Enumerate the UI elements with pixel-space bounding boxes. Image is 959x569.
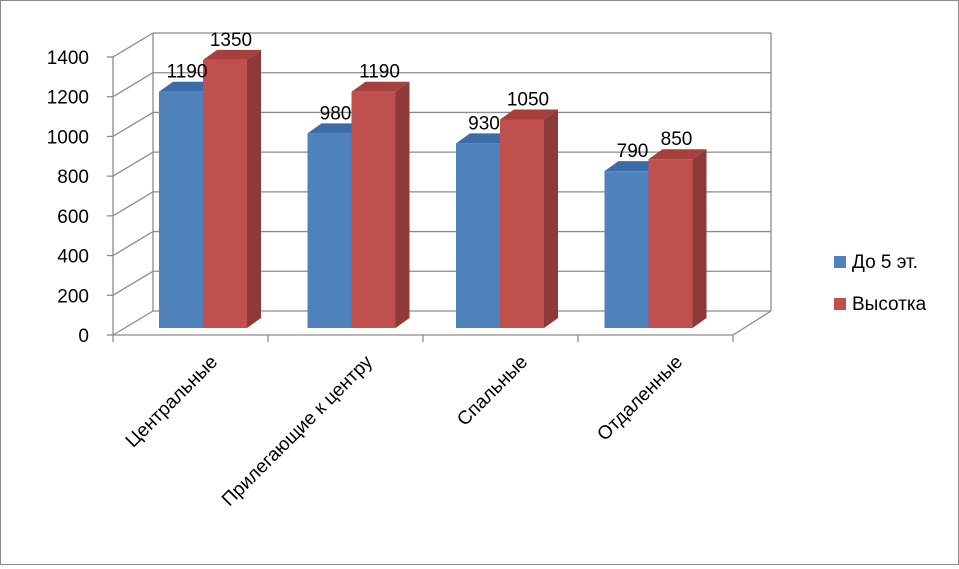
- legend-label: Высотка: [852, 294, 927, 315]
- legend: До 5 эт. Высотка: [834, 252, 927, 315]
- legend-label: До 5 эт.: [852, 252, 918, 273]
- bar: [456, 143, 500, 328]
- gridline-wall: [112, 310, 154, 336]
- y-tick-label: 400: [57, 247, 89, 268]
- data-label: 980: [320, 103, 352, 124]
- gridline-wall: [112, 191, 154, 217]
- bar-top: [203, 49, 261, 60]
- gridline-wall: [112, 32, 154, 58]
- y-tick-label: 800: [57, 167, 89, 188]
- bar-top: [456, 133, 514, 144]
- bar-top: [648, 149, 707, 160]
- x-tick-label: Центральные: [122, 352, 222, 452]
- y-tick-label: 600: [57, 207, 89, 228]
- y-tick-label: 200: [57, 286, 89, 307]
- y-tick-label: 1000: [47, 127, 89, 148]
- bar: [307, 133, 352, 328]
- data-label: 930: [468, 113, 500, 134]
- data-label: 850: [661, 129, 693, 150]
- x-tick-label: Спальные: [453, 352, 532, 431]
- bar-side: [544, 109, 558, 328]
- bar-side: [395, 81, 410, 328]
- gridline-wall: [112, 72, 154, 98]
- bar-top: [307, 123, 366, 134]
- gridline-wall: [112, 111, 154, 137]
- bar: [604, 171, 649, 328]
- bar-top: [500, 109, 558, 120]
- bar-side: [692, 149, 707, 328]
- gridline-wall: [112, 151, 154, 177]
- x-tick-label: Прилегающие к центру: [218, 351, 377, 510]
- gridline-wall: [112, 270, 154, 296]
- bar: [500, 119, 544, 328]
- legend-swatch: [834, 298, 846, 310]
- bar: [351, 91, 396, 328]
- data-label: 790: [617, 141, 649, 162]
- data-label: 1350: [210, 30, 252, 51]
- x-tick-label: Отдаленные: [593, 352, 687, 446]
- bar-top: [604, 161, 663, 172]
- floor-edge: [732, 310, 772, 336]
- data-label: 1190: [359, 62, 400, 83]
- y-tick-label: 0: [78, 326, 89, 347]
- data-label: 1050: [507, 90, 549, 111]
- data-label: 1190: [167, 62, 208, 83]
- bar: [203, 59, 247, 329]
- bar: [159, 91, 203, 328]
- bar: [648, 159, 693, 328]
- bar-top: [351, 81, 410, 92]
- y-tick-label: 1400: [47, 48, 89, 69]
- y-tick-label: 1200: [47, 88, 89, 109]
- axes: 0 200 400 600 800 1000 1200 1400: [47, 48, 772, 347]
- bar-side: [247, 49, 261, 329]
- bars: [159, 49, 707, 329]
- legend-swatch: [834, 256, 846, 268]
- bar-top: [159, 81, 217, 92]
- gridline-wall: [112, 231, 154, 257]
